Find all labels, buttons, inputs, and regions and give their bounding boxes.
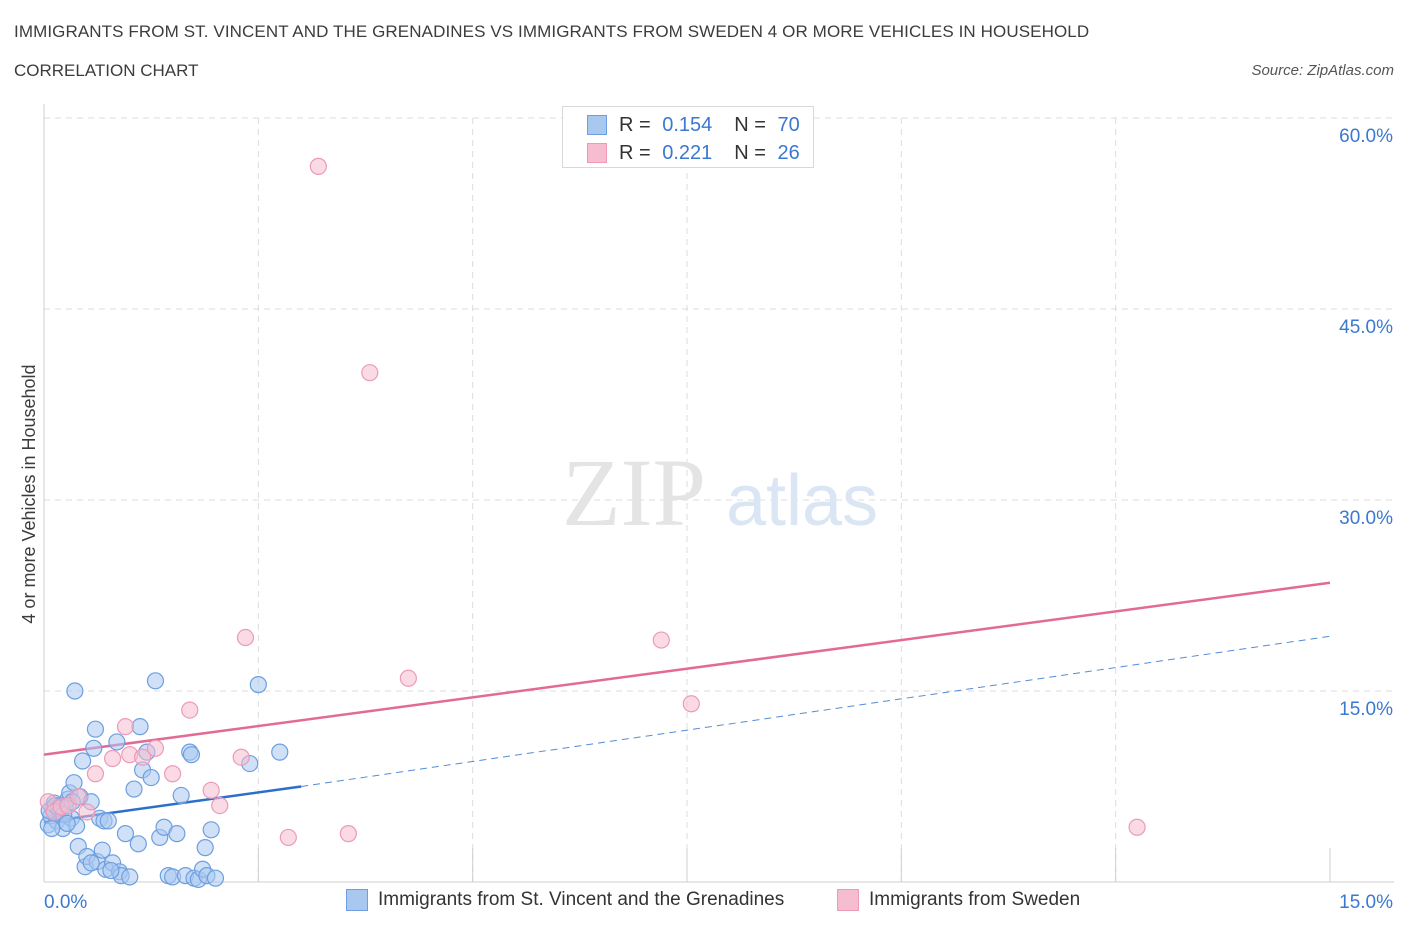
n-label: N = xyxy=(734,113,766,136)
pink-data-point xyxy=(682,695,700,713)
blue-data-point xyxy=(58,814,76,833)
r-label: R = xyxy=(619,141,651,164)
legend-item-st-vincent: Immigrants from St. Vincent and the Gren… xyxy=(346,889,784,911)
x-tick-label: 15.0% xyxy=(1339,892,1393,913)
source-label: Source: ZipAtlas.com xyxy=(1251,62,1394,79)
pink-data-point xyxy=(211,796,229,815)
r-value: 0.221 xyxy=(662,141,713,164)
blue-data-point xyxy=(172,786,190,805)
blue-data-point xyxy=(102,861,120,880)
blue-data-point xyxy=(85,739,103,757)
pink-swatch xyxy=(587,143,607,163)
n-value: 70 xyxy=(777,113,800,136)
watermark-zip: ZIP xyxy=(562,439,706,546)
blue-data-point xyxy=(86,720,105,738)
chart-subtitle: CORRELATION CHART xyxy=(14,61,199,80)
blue-data-point xyxy=(168,825,186,843)
pink-data-point xyxy=(181,701,199,719)
blue-data-point xyxy=(131,718,149,736)
pink-data-point xyxy=(202,781,220,799)
y-tick-label: 15.0% xyxy=(1339,699,1393,720)
blue-data-point xyxy=(82,854,100,872)
pink-data-point xyxy=(339,825,357,843)
blue-data-point xyxy=(99,812,117,830)
pink-trend-line xyxy=(43,581,1331,756)
blue-data-point xyxy=(182,746,201,764)
pink-data-point xyxy=(279,828,297,847)
y-tick-label: 30.0% xyxy=(1339,508,1393,529)
r-label: R = xyxy=(619,113,651,136)
pink-data-point xyxy=(652,631,670,649)
stats-legend: R = 0.154 N = 70 R = 0.221 N = 26 xyxy=(562,106,814,168)
blue-data-point xyxy=(206,869,225,887)
legend-label: Immigrants from Sweden xyxy=(869,889,1081,910)
pink-data-point xyxy=(103,749,122,768)
stats-row-pink: R = 0.221 N = 26 xyxy=(587,141,800,165)
blue-data-point xyxy=(249,676,267,694)
blue-data-point xyxy=(43,819,61,838)
blue-data-point xyxy=(116,825,135,843)
y-tick-label: 45.0% xyxy=(1339,317,1393,338)
blue-data-point xyxy=(202,821,220,839)
blue-data-point xyxy=(125,780,143,798)
pink-data-point xyxy=(399,669,417,687)
x-tick-label: 0.0% xyxy=(44,892,87,913)
blue-trend-extension xyxy=(301,635,1331,787)
legend-item-sweden: Immigrants from Sweden xyxy=(837,889,1080,911)
n-value: 26 xyxy=(777,141,800,164)
n-label: N = xyxy=(734,141,766,164)
blue-data-point xyxy=(66,682,84,700)
blue-data-point xyxy=(142,768,160,787)
y-tick-label: 60.0% xyxy=(1339,126,1393,147)
pink-data-point xyxy=(236,628,255,647)
r-value: 0.154 xyxy=(662,113,713,136)
pink-data-point xyxy=(164,765,182,783)
axis-layer: 15.0% 30.0% 45.0% 60.0% 0.0% 15.0% xyxy=(43,104,1394,913)
blue-data-point xyxy=(73,752,92,770)
blue-data-point xyxy=(108,733,126,751)
y-axis-label: 4 or more Vehicles in Household xyxy=(19,364,39,623)
blue-data-point xyxy=(196,839,214,857)
stats-row-blue: R = 0.154 N = 70 xyxy=(587,113,800,137)
watermark-atlas: atlas xyxy=(726,461,878,541)
pink-data-point xyxy=(232,748,250,766)
pink-data-point xyxy=(361,364,379,382)
blue-swatch xyxy=(346,889,368,911)
chart-title: IMMIGRANTS FROM ST. VINCENT AND THE GREN… xyxy=(14,22,1090,41)
blue-swatch xyxy=(587,115,607,135)
pink-data-point xyxy=(309,157,327,175)
pink-data-point xyxy=(69,788,87,806)
pink-data-point xyxy=(86,765,105,783)
blue-data-point xyxy=(93,841,111,859)
blue-data-point xyxy=(121,868,139,886)
blue-data-point xyxy=(271,743,289,761)
pink-data-point xyxy=(133,748,152,766)
blue-data-point xyxy=(146,672,165,690)
points-layer xyxy=(39,157,1146,889)
pink-data-point xyxy=(116,718,135,736)
watermark: ZIP atlas xyxy=(562,439,878,546)
pink-data-point xyxy=(1128,818,1146,836)
pink-swatch xyxy=(837,889,859,911)
pink-data-point xyxy=(146,739,165,757)
pink-data-point xyxy=(78,803,96,821)
blue-data-point xyxy=(129,835,147,853)
legend-label: Immigrants from St. Vincent and the Gren… xyxy=(378,889,785,910)
